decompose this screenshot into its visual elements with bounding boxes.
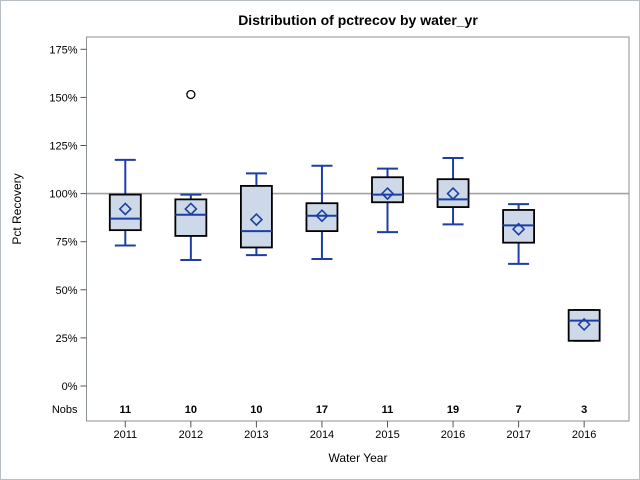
mean-diamond — [315, 209, 329, 223]
box-iqr — [436, 178, 470, 208]
y-tick-label: 75% — [55, 237, 77, 249]
box-iqr — [108, 193, 142, 232]
y-tick-label: 175% — [49, 44, 77, 56]
x-tick-label: 2013 — [244, 429, 268, 441]
x-tick-label: 2016 — [572, 429, 596, 441]
box-iqr — [174, 198, 208, 237]
mean-diamond — [577, 317, 591, 332]
mean-diamond — [118, 202, 132, 216]
nobs-value: 17 — [316, 404, 328, 416]
y-tick-label: 0% — [62, 381, 78, 393]
chart-title: Distribution of pctrecov by water_yr — [238, 12, 478, 28]
x-tick-label: 2011 — [113, 429, 137, 441]
mean-diamond — [446, 186, 460, 201]
x-tick-label: 2014 — [310, 429, 334, 441]
x-tick-label: 2016 — [441, 429, 465, 441]
y-tick-label: 25% — [55, 333, 77, 345]
nobs-value: 10 — [250, 404, 262, 416]
y-tick-label: 50% — [55, 285, 77, 297]
nobs-label: Nobs — [52, 404, 78, 416]
box-iqr — [305, 202, 339, 233]
outlier-point — [186, 89, 196, 100]
x-axis-label: Water Year — [328, 451, 388, 465]
x-tick-label: 2015 — [375, 429, 399, 441]
y-tick-label: 150% — [49, 92, 77, 104]
nobs-value: 10 — [185, 404, 197, 416]
x-tick-label: 2017 — [506, 429, 530, 441]
mean-diamond — [380, 186, 395, 201]
y-tick-label: 125% — [49, 141, 77, 153]
nobs-value: 11 — [119, 404, 131, 416]
plot-frame — [86, 36, 630, 422]
nobs-value: 3 — [581, 404, 587, 416]
nobs-value: 19 — [447, 404, 459, 416]
mean-diamond — [184, 202, 198, 216]
x-tick-label: 2012 — [179, 429, 203, 441]
nobs-value: 11 — [382, 404, 394, 416]
y-tick-label: 100% — [49, 189, 77, 201]
box-iqr — [239, 185, 273, 249]
box-iqr — [567, 309, 601, 342]
mean-diamond — [511, 222, 526, 236]
nobs-value: 7 — [516, 404, 522, 416]
mean-diamond — [249, 212, 264, 227]
